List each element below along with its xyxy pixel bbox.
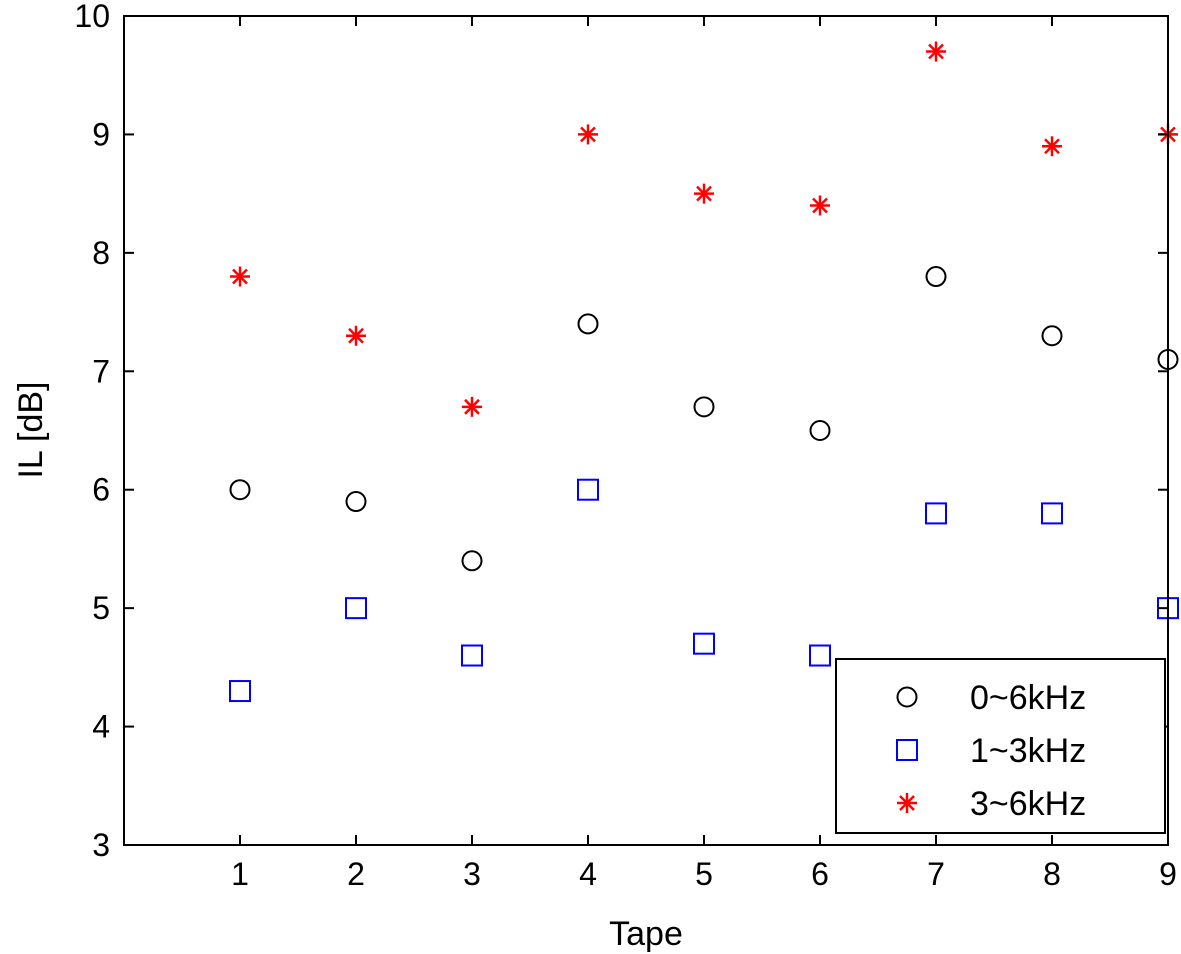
x-tick-label: 5 [695,856,713,892]
legend-box [835,658,1166,834]
axis-ticks: 1 2 3 4 5 6 7 8 9 3 4 5 6 7 8 9 10 [74,0,1176,892]
circle-point [693,396,715,418]
x-tick-label: 3 [463,856,481,892]
square-point [1041,502,1063,525]
y-tick-label: 9 [92,116,110,152]
y-axis-label: IL [dB] [12,381,50,478]
circle-point [345,491,367,513]
star-point [230,266,250,287]
square-point [229,680,251,703]
circle-point [1041,325,1063,347]
y-tick-label: 10 [74,0,110,34]
y-tick-label: 6 [92,472,110,508]
square-point [809,644,831,667]
square-point [577,478,599,501]
x-tick-label: 2 [347,856,365,892]
legend-circle-icon [896,686,918,708]
square-point [461,644,483,667]
legend-square-icon [896,739,918,761]
star-point [926,41,946,62]
legend-label: 3~6kHz [970,785,1086,823]
circle-point [229,479,251,501]
y-tick-label: 7 [92,353,110,389]
legend-label: 0~6kHz [970,679,1086,717]
square-point [693,632,715,655]
legend: 0~6kHz 1~3kHz 3~6kHz [835,658,1166,834]
circle-point [577,313,599,335]
x-tick-label: 6 [811,856,829,892]
x-tick-label: 9 [1159,856,1177,892]
legend-star-icon [897,793,917,813]
circle-point [461,550,483,572]
plot-frame [123,15,1169,846]
star-point [462,396,482,417]
x-tick-label: 4 [579,856,597,892]
x-tick-label: 7 [927,856,945,892]
x-tick-label: 8 [1043,856,1061,892]
legend-label: 1~3kHz [970,732,1086,770]
star-point [346,325,366,346]
star-point [1042,136,1062,157]
star-point [694,183,714,204]
x-axis-label: Tape [609,915,683,953]
square-point [345,597,367,620]
y-tick-label: 8 [92,235,110,271]
star-point [810,195,830,216]
circle-point [925,266,947,288]
y-tick-label: 4 [92,709,110,745]
square-point [925,502,947,525]
star-point [578,124,598,145]
y-tick-label: 5 [92,590,110,626]
plot-marks [229,41,1179,703]
circle-point [809,420,831,441]
y-tick-label: 3 [92,827,110,863]
x-tick-label: 1 [231,856,249,892]
